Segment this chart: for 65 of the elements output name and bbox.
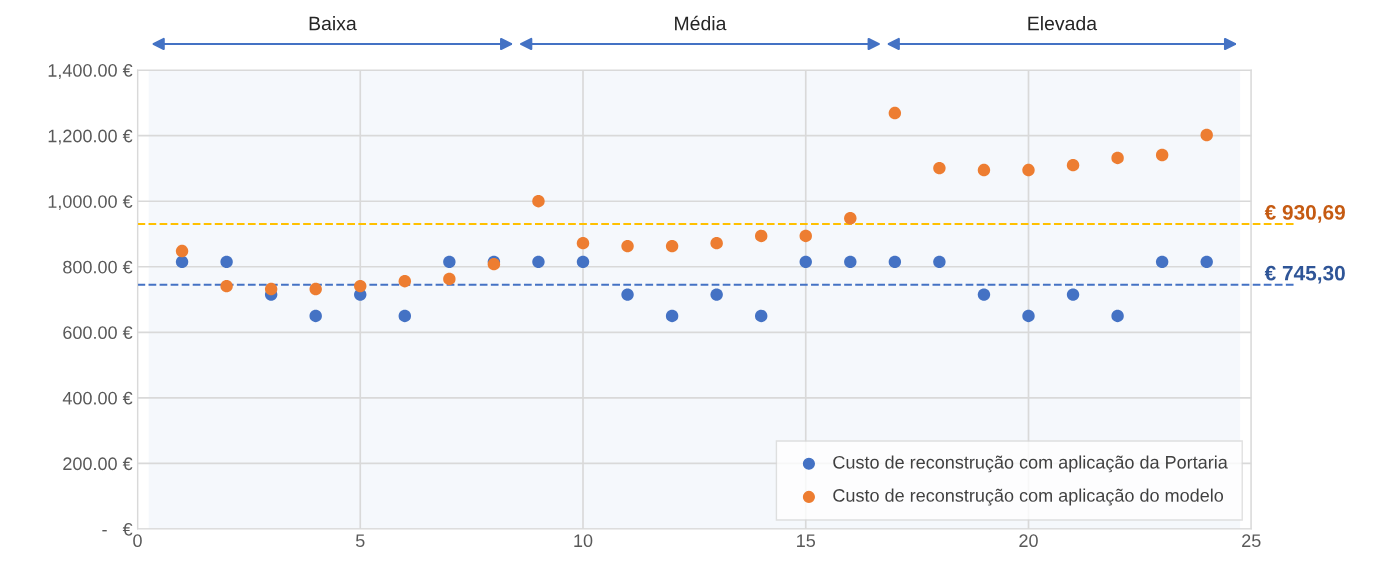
band-label: Elevada (1028, 16, 1098, 31)
y-tick-label: 1,000.00 € (48, 195, 133, 211)
point (933, 161, 946, 175)
point (933, 255, 946, 269)
point (576, 236, 590, 250)
point (175, 244, 189, 258)
point (532, 195, 545, 208)
point (1200, 128, 1213, 142)
point (665, 239, 679, 253)
point (1200, 255, 1213, 269)
point (1111, 151, 1124, 165)
y-tick-label: 600.00 € (63, 326, 133, 340)
point (754, 229, 768, 243)
point (1111, 309, 1124, 323)
x-tick-label: 5 (355, 534, 365, 548)
ref-line-label: € 745,30 (1264, 265, 1345, 284)
point (1022, 163, 1035, 177)
legend-label: Custo de reconstrução com aplicação da Portaria (833, 455, 1228, 473)
point (443, 255, 456, 269)
x-tick-label: 20 (1019, 534, 1038, 548)
y-tick-label: 400.00 € (62, 391, 133, 405)
point (844, 255, 857, 269)
legend-label: Custo de reconstrução com aplicação do modelo (833, 488, 1224, 506)
y-tick-label: 800.00 € (63, 260, 133, 274)
point (443, 272, 456, 286)
point (754, 309, 768, 323)
point (621, 239, 634, 253)
x-tick-label: 10 (574, 534, 593, 548)
point (220, 279, 233, 293)
ref-line-label: € 930,69 (1264, 205, 1345, 223)
x-tick-label: 15 (797, 534, 816, 548)
point (621, 288, 634, 301)
x-tick-label: 0 (133, 534, 142, 548)
point (710, 236, 723, 250)
x-tick-label: 25 (1242, 534, 1261, 548)
point (977, 163, 991, 177)
point (354, 279, 367, 293)
point (220, 255, 233, 269)
point (398, 274, 412, 288)
point (309, 282, 322, 296)
point (398, 309, 412, 323)
point (1066, 288, 1080, 301)
point (665, 309, 679, 323)
y-tick-label: 1,400.00 € (48, 64, 133, 79)
point (844, 212, 857, 225)
point (1022, 309, 1035, 323)
point (309, 309, 322, 323)
point (799, 255, 812, 269)
point (532, 255, 545, 269)
point (710, 288, 723, 301)
point (1155, 255, 1169, 269)
point (1155, 148, 1169, 162)
y-tick-label: - € (102, 522, 133, 536)
y-tick-label: 1,200.00 € (48, 129, 133, 145)
point (977, 288, 991, 301)
band-label: Média (675, 15, 727, 31)
band-label: Baixa (309, 16, 357, 31)
point (799, 229, 812, 243)
point (888, 255, 902, 269)
point (888, 106, 902, 120)
y-tick-label: 200.00 € (63, 457, 133, 471)
point (264, 282, 278, 296)
point (576, 255, 590, 269)
point (1066, 158, 1080, 172)
point (175, 255, 189, 269)
